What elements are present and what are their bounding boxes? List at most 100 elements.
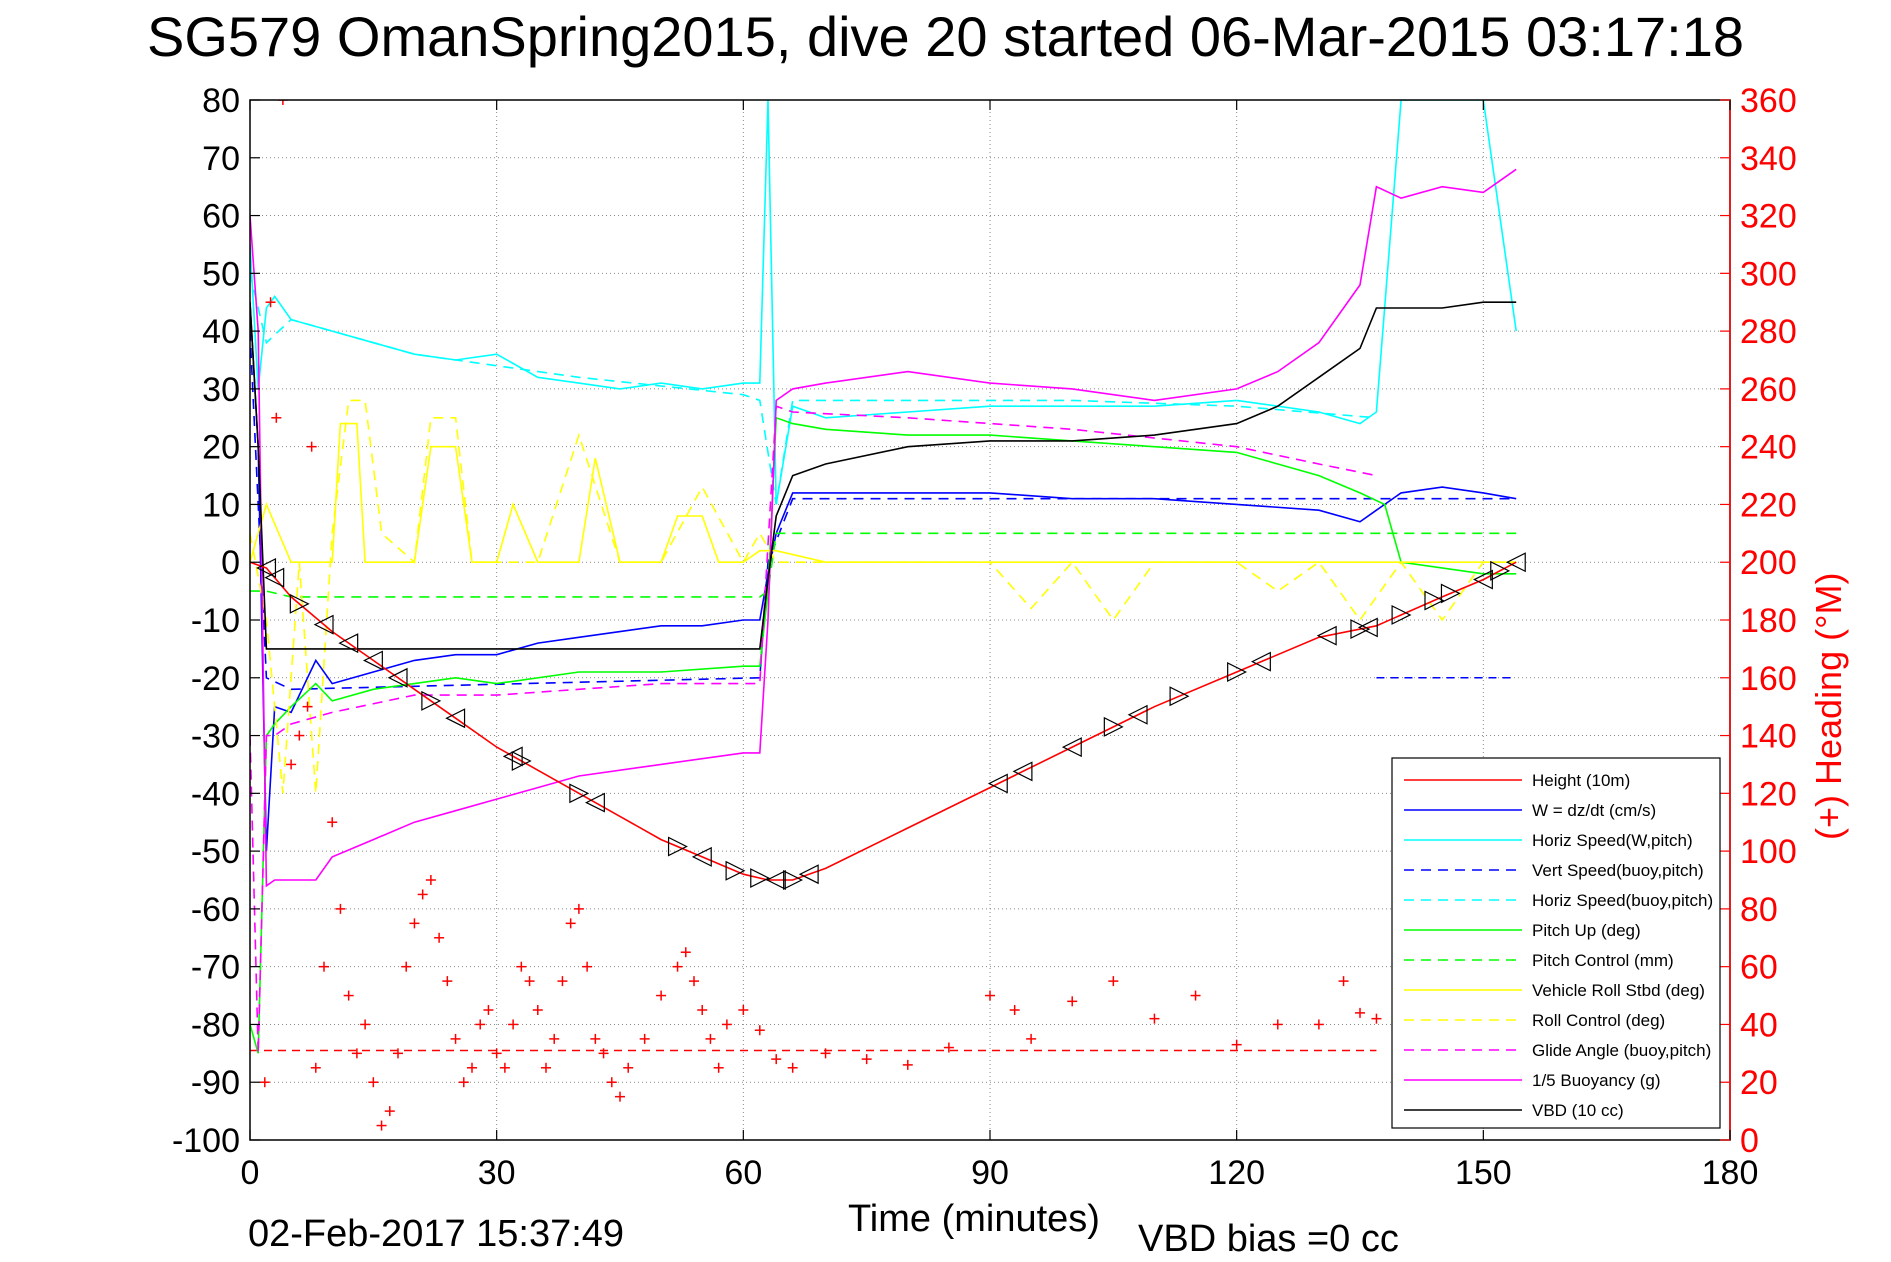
heading-marker <box>565 918 576 929</box>
triangle-marker <box>1490 560 1511 581</box>
heading-marker <box>787 1062 798 1073</box>
triangle-marker <box>584 792 605 813</box>
y-tick-label: -70 <box>191 949 240 987</box>
right-y-tick-label: 200 <box>1740 544 1797 582</box>
heading-marker <box>754 1025 765 1036</box>
heading-marker <box>499 1062 510 1073</box>
x-tick-label: 60 <box>724 1154 762 1192</box>
x-tick-label: 120 <box>1208 1154 1265 1192</box>
heading-marker <box>689 976 699 987</box>
triangle-marker <box>783 870 804 890</box>
triangle-marker <box>387 667 408 688</box>
heading-marker <box>467 1062 477 1073</box>
triangle-marker <box>264 567 285 588</box>
heading-marker <box>615 1091 625 1102</box>
right-y-tick-label: 280 <box>1740 313 1797 351</box>
legend-label: 1/5 Buoyancy (g) <box>1532 1071 1661 1090</box>
heading-marker <box>549 1033 560 1044</box>
heading-marker <box>598 1048 609 1059</box>
series-line <box>250 273 1377 505</box>
legend-label: W = dz/dt (cm/s) <box>1532 801 1656 820</box>
heading-marker <box>861 1054 872 1065</box>
triangle-marker <box>1012 761 1033 782</box>
triangle-marker <box>1350 619 1371 640</box>
heading-marker <box>721 1019 732 1030</box>
x-axis-label: Time (minutes) <box>848 1198 1100 1240</box>
legend-box <box>1391 757 1721 1129</box>
heading-marker <box>1108 976 1119 987</box>
triangle-marker <box>1103 716 1124 737</box>
heading-marker <box>697 1005 708 1015</box>
legend-label: Horiz Speed(W,pitch) <box>1532 831 1693 850</box>
footer-timestamp: 02-Feb-2017 15:37:49 <box>248 1213 625 1255</box>
heading-marker <box>458 1077 469 1088</box>
heading-marker <box>985 990 995 1001</box>
triangle-marker <box>1169 686 1190 707</box>
heading-marker <box>1009 1005 1020 1015</box>
right-y-tick-label: 60 <box>1740 949 1778 987</box>
triangle-marker <box>798 864 819 885</box>
heading-marker <box>541 1062 551 1073</box>
series-line <box>250 301 1517 650</box>
heading-marker <box>532 1005 543 1015</box>
heading-marker <box>271 412 282 423</box>
right-y-tick-label: 360 <box>1740 82 1797 120</box>
legend-label: Glide Angle (buoy,pitch) <box>1532 1041 1711 1060</box>
right-y-tick-label: 20 <box>1740 1064 1778 1102</box>
series-line <box>250 561 1517 881</box>
triangle-marker <box>1391 604 1412 625</box>
y-tick-label: 20 <box>202 429 240 467</box>
heading-marker <box>705 1033 716 1044</box>
right-y-tick-label: 140 <box>1740 718 1797 756</box>
heading-marker <box>450 1033 461 1044</box>
heading-marker <box>319 961 329 972</box>
right-y-tick-label: 100 <box>1740 833 1797 871</box>
heading-marker <box>639 1033 650 1044</box>
x-tick-label: 90 <box>971 1154 1009 1192</box>
heading-marker <box>1338 976 1349 987</box>
heading-marker <box>738 1005 749 1015</box>
triangle-marker <box>362 650 383 671</box>
heading-marker <box>1067 996 1078 1007</box>
heading-marker <box>557 976 568 987</box>
y-tick-label: -40 <box>191 775 240 813</box>
triangle-marker <box>667 836 688 857</box>
y-tick-label: -50 <box>191 833 240 871</box>
series-line <box>250 168 1517 888</box>
triangle-marker <box>338 633 359 654</box>
heading-marker <box>516 961 527 972</box>
heading-marker <box>820 1048 831 1059</box>
triangle-marker <box>725 860 746 881</box>
footer-vbd-bias: VBD bias =0 cc <box>1138 1218 1399 1260</box>
triangle-marker <box>445 708 466 729</box>
y-tick-label: 0 <box>221 544 240 582</box>
heading-marker <box>360 1019 371 1030</box>
legend-label: Vehicle Roll Stbd (deg) <box>1532 981 1705 1000</box>
heading-marker <box>590 1033 601 1044</box>
heading-marker <box>368 1077 379 1088</box>
axes: 0 30 60 90 120 150 18080706050403020100-10-20-… <box>172 82 1797 1192</box>
right-y-tick-label: 300 <box>1740 255 1797 293</box>
y-tick-label: -10 <box>191 602 240 640</box>
y-tick-label: 80 <box>202 82 240 120</box>
heading-marker <box>508 1019 519 1030</box>
heading-marker <box>582 961 593 972</box>
y-tick-label: 40 <box>202 313 240 351</box>
heading-marker <box>656 990 667 1001</box>
triangle-marker <box>1227 662 1248 682</box>
y-tick-label: 10 <box>202 486 240 524</box>
y-tick-label: -30 <box>191 718 240 756</box>
right-y-tick-label: 320 <box>1740 198 1797 236</box>
heading-marker <box>475 1019 486 1030</box>
heading-marker <box>286 759 297 770</box>
triangle-marker <box>1505 552 1526 573</box>
heading-marker <box>310 1062 321 1073</box>
y-tick-label: 60 <box>202 198 240 236</box>
heading-marker <box>1231 1039 1242 1050</box>
heading-marker <box>623 1062 634 1073</box>
right-y-tick-label: 0 <box>1740 1122 1759 1160</box>
heading-marker <box>265 297 276 308</box>
triangle-marker <box>1424 590 1445 611</box>
heading-marker <box>277 100 288 105</box>
